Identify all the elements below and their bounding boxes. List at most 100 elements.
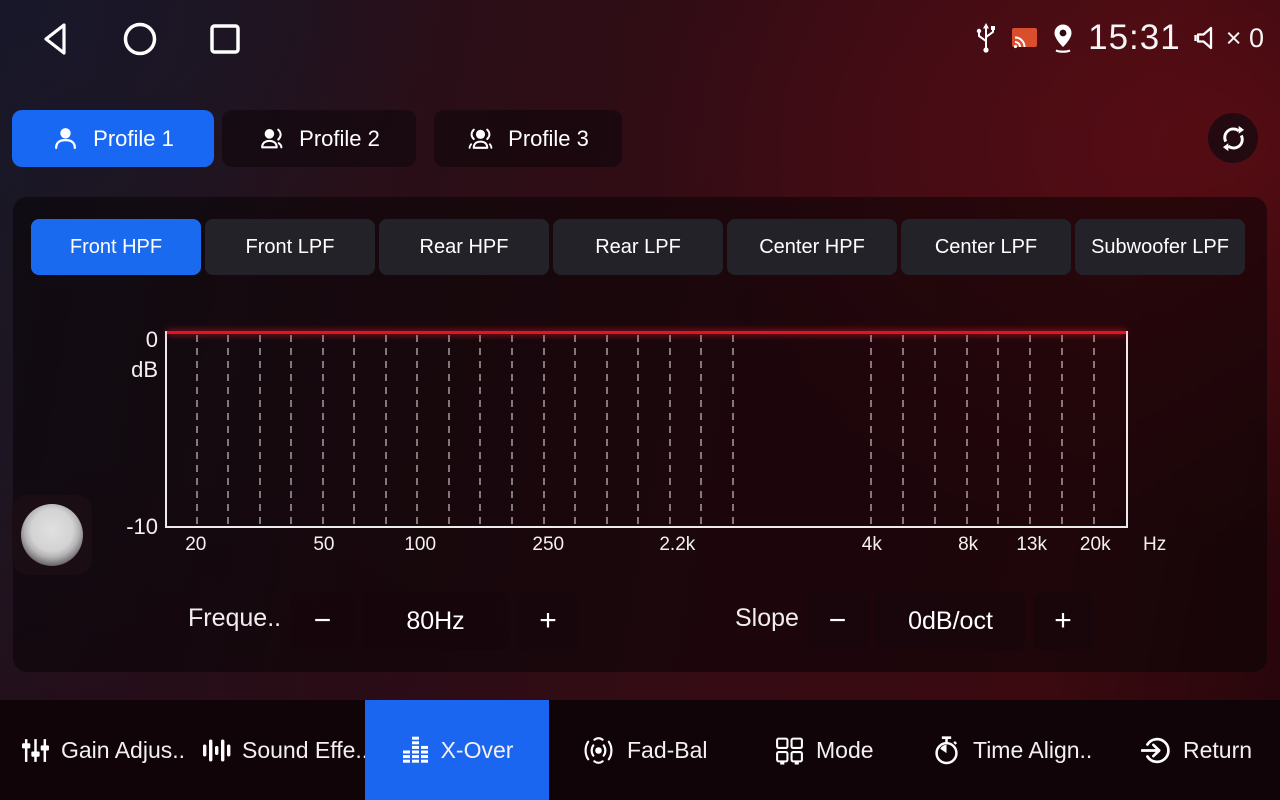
x-tick-label: 4k	[861, 534, 882, 555]
chart-gridline	[870, 335, 872, 526]
user-waves-icon	[467, 125, 494, 152]
chart-x-ticks: Hz 20 50 100 250 2.2k 4k 8k 13k 20k	[165, 534, 1166, 560]
nav-sound-effects[interactable]: Sound Effe..	[196, 700, 374, 800]
frequency-response-chart	[165, 331, 1128, 528]
profile-label: Profile 3	[508, 125, 589, 151]
y-tick-0: 0	[145, 327, 158, 352]
clock: 15:31	[1088, 18, 1181, 57]
frequency-minus-button[interactable]: −	[291, 592, 354, 650]
nav-label: Sound Effe..	[242, 736, 369, 763]
chart-gridline	[447, 335, 450, 526]
recents-icon[interactable]	[210, 24, 240, 54]
nav-x-over[interactable]: X-Over	[365, 700, 549, 800]
bottom-nav-bar: Gain Adjus.. Sound Effe..	[0, 700, 1280, 800]
chart-gridline	[542, 335, 545, 526]
volume-muted-icon	[1194, 23, 1222, 53]
nav-label: Mode	[816, 736, 874, 763]
nav-label: Gain Adjus..	[61, 736, 186, 763]
tab-front-hpf[interactable]: Front HPF	[31, 219, 201, 275]
home-icon[interactable]	[122, 21, 158, 57]
speaker-grid-icon	[774, 735, 805, 766]
x-tick-label: 50	[313, 534, 335, 555]
usb-icon	[974, 22, 998, 54]
chart-gridline	[416, 335, 419, 526]
tab-center-lpf[interactable]: Center LPF	[901, 219, 1071, 275]
x-axis-unit: Hz	[1143, 534, 1167, 555]
nav-label: Return	[1183, 736, 1253, 763]
chart-gridline	[290, 335, 293, 526]
chart-gridline	[901, 335, 904, 526]
chart-gridline	[510, 335, 513, 526]
gain-sliders-icon	[21, 736, 50, 765]
return-arrow-icon	[1141, 735, 1172, 766]
nav-time-align[interactable]: Time Align..	[925, 700, 1098, 800]
tab-rear-lpf[interactable]: Rear LPF	[553, 219, 723, 275]
sound-bars-icon	[202, 736, 231, 765]
sync-icon[interactable]	[1208, 113, 1258, 163]
chart-gridline	[321, 335, 324, 526]
volume-level: × 0	[1225, 22, 1264, 53]
chart-gridline	[353, 335, 356, 526]
frequency-plus-button[interactable]: +	[517, 592, 579, 650]
cast-icon	[1011, 27, 1038, 50]
nav-return[interactable]: Return	[1135, 700, 1258, 800]
chart-gridline	[605, 335, 608, 526]
frequency-value: 80Hz	[362, 592, 509, 650]
x-tick-label: 8k	[958, 534, 979, 555]
knob-circle	[21, 504, 83, 566]
x-tick-label: 13k	[1016, 534, 1048, 555]
tab-rear-hpf[interactable]: Rear HPF	[379, 219, 549, 275]
equalizer-icon	[401, 736, 430, 765]
tab-front-lpf[interactable]: Front LPF	[205, 219, 375, 275]
x-tick-label: 2.2k	[659, 534, 696, 555]
nav-label: X-Over	[440, 736, 514, 763]
knob-overlay-button[interactable]	[12, 495, 92, 575]
chart-gridline	[384, 335, 387, 526]
chart-gridline	[965, 335, 968, 526]
profile-3-button[interactable]: Profile 3	[434, 110, 622, 167]
chart-gridline	[668, 335, 671, 526]
chart-gridline	[1092, 335, 1095, 526]
chart-gridline	[1029, 335, 1032, 526]
chart-gridline	[933, 335, 936, 526]
profile-2-button[interactable]: Profile 2	[222, 110, 416, 167]
chart-gridline	[731, 335, 734, 526]
chart-gridline	[636, 335, 639, 526]
profile-label: Profile 1	[93, 125, 174, 151]
profile-label: Profile 2	[299, 125, 380, 151]
nav-fad-bal[interactable]: Fad-Bal	[575, 700, 714, 800]
slope-value: 0dB/oct	[876, 592, 1025, 650]
frequency-label: Freque..	[188, 604, 282, 632]
slope-minus-button[interactable]: −	[807, 592, 868, 650]
slope-plus-button[interactable]: +	[1033, 592, 1093, 650]
chart-gridline	[573, 335, 576, 526]
user-icon	[52, 125, 79, 152]
channel-filter-tabs: Front HPF Front LPF Rear HPF Rear LPF Ce…	[31, 219, 1245, 275]
nav-mode[interactable]: Mode	[768, 700, 880, 800]
chart-gridline	[258, 335, 261, 526]
nav-gain-adjust[interactable]: Gain Adjus..	[15, 700, 191, 800]
android-nav-buttons	[40, 0, 240, 78]
chart-gridline	[195, 335, 198, 526]
tab-center-hpf[interactable]: Center HPF	[727, 219, 897, 275]
response-curve	[167, 331, 1126, 334]
chart-gridline	[699, 335, 702, 526]
status-icons: 15:31 × 0	[974, 0, 1264, 76]
y-tick-minus10: -10	[126, 514, 158, 539]
stopwatch-icon	[931, 735, 962, 766]
x-tick-label: 250	[532, 534, 565, 555]
x-tick-label: 20k	[1079, 534, 1111, 555]
user-wave-icon	[258, 125, 285, 152]
nav-label: Fad-Bal	[627, 736, 708, 763]
y-axis-unit: dB	[131, 357, 158, 382]
chart-gridline	[479, 335, 482, 526]
profile-1-button[interactable]: Profile 1	[12, 110, 214, 167]
nav-label: Time Align..	[973, 736, 1093, 763]
chart-gridline	[1061, 335, 1064, 526]
x-tick-label: 20	[185, 534, 207, 555]
tab-subwoofer-lpf[interactable]: Subwoofer LPF	[1075, 219, 1245, 275]
fade-balance-icon	[581, 736, 616, 765]
back-icon[interactable]	[40, 21, 70, 57]
slope-label: Slope	[735, 604, 799, 632]
